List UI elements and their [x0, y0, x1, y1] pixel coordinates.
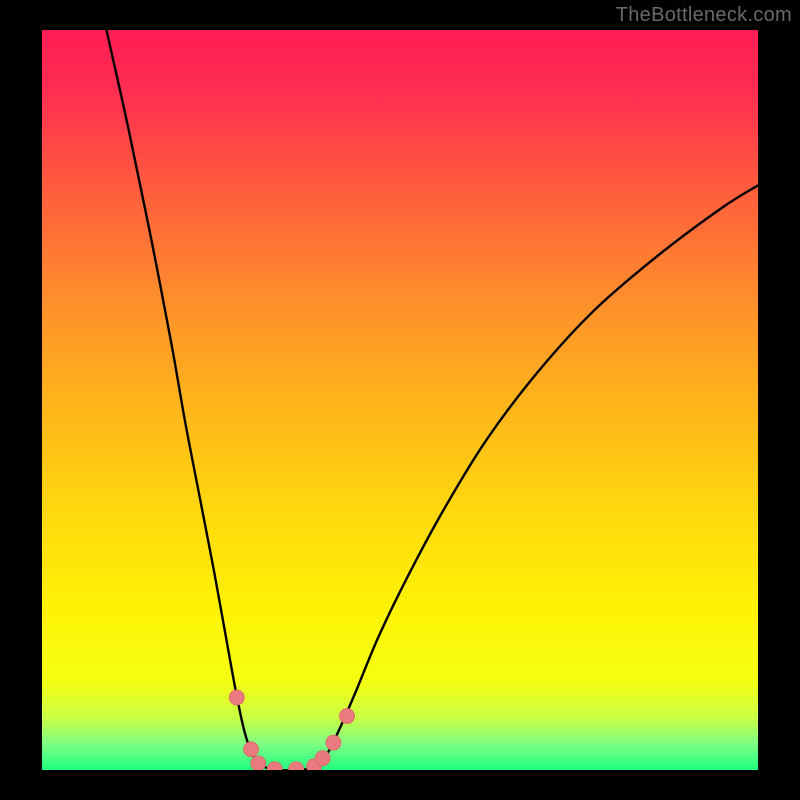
data-marker: [244, 742, 259, 757]
watermark-text: TheBottleneck.com: [616, 4, 792, 27]
data-marker: [229, 690, 244, 705]
bottleneck-curve: [106, 30, 758, 770]
data-marker: [289, 762, 304, 770]
marker-group: [229, 690, 354, 770]
data-marker: [251, 756, 266, 770]
data-marker: [267, 762, 282, 770]
data-marker: [340, 708, 355, 723]
chart-frame: TheBottleneck.com: [0, 0, 800, 800]
curve-layer: [42, 30, 758, 770]
data-marker: [315, 751, 330, 766]
data-marker: [326, 735, 341, 750]
plot-area: [42, 30, 758, 770]
